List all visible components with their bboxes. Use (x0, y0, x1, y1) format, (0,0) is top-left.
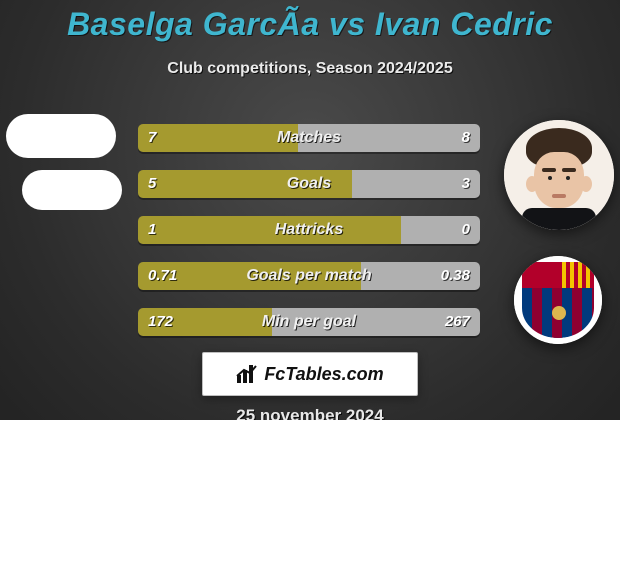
stat-value-left: 172 (138, 308, 183, 336)
page-title: Baselga GarcÃ­a vs Ivan Cedric (0, 6, 620, 43)
stat-value-right: 3 (452, 170, 480, 198)
club-left-logo (22, 170, 122, 210)
stat-value-right: 0.38 (431, 262, 480, 290)
stat-row: 10Hattricks (138, 216, 480, 244)
player-right-avatar (504, 120, 614, 230)
stat-bar-left (138, 216, 401, 244)
stat-row: 172267Min per goal (138, 308, 480, 336)
stat-bars: 78Matches53Goals10Hattricks0.710.38Goals… (138, 124, 480, 354)
stat-value-left: 1 (138, 216, 166, 244)
stat-bar-left (138, 170, 352, 198)
stat-value-left: 5 (138, 170, 166, 198)
club-right-logo (514, 256, 602, 344)
stat-row: 0.710.38Goals per match (138, 262, 480, 290)
stat-value-right: 8 (452, 124, 480, 152)
stat-value-left: 7 (138, 124, 166, 152)
page-subtitle: Club competitions, Season 2024/2025 (0, 60, 620, 78)
brand-badge: FcTables.com (202, 352, 418, 396)
stat-value-left: 0.71 (138, 262, 187, 290)
stat-value-right: 0 (452, 216, 480, 244)
bottom-whitespace (0, 420, 620, 580)
brand-text: FcTables.com (264, 364, 383, 385)
chart-icon (236, 364, 258, 384)
player-left-avatar (6, 114, 116, 158)
comparison-infographic: Baselga GarcÃ­a vs Ivan Cedric Club comp… (0, 0, 620, 580)
stat-value-right: 267 (435, 308, 480, 336)
stat-row: 78Matches (138, 124, 480, 152)
stat-row: 53Goals (138, 170, 480, 198)
